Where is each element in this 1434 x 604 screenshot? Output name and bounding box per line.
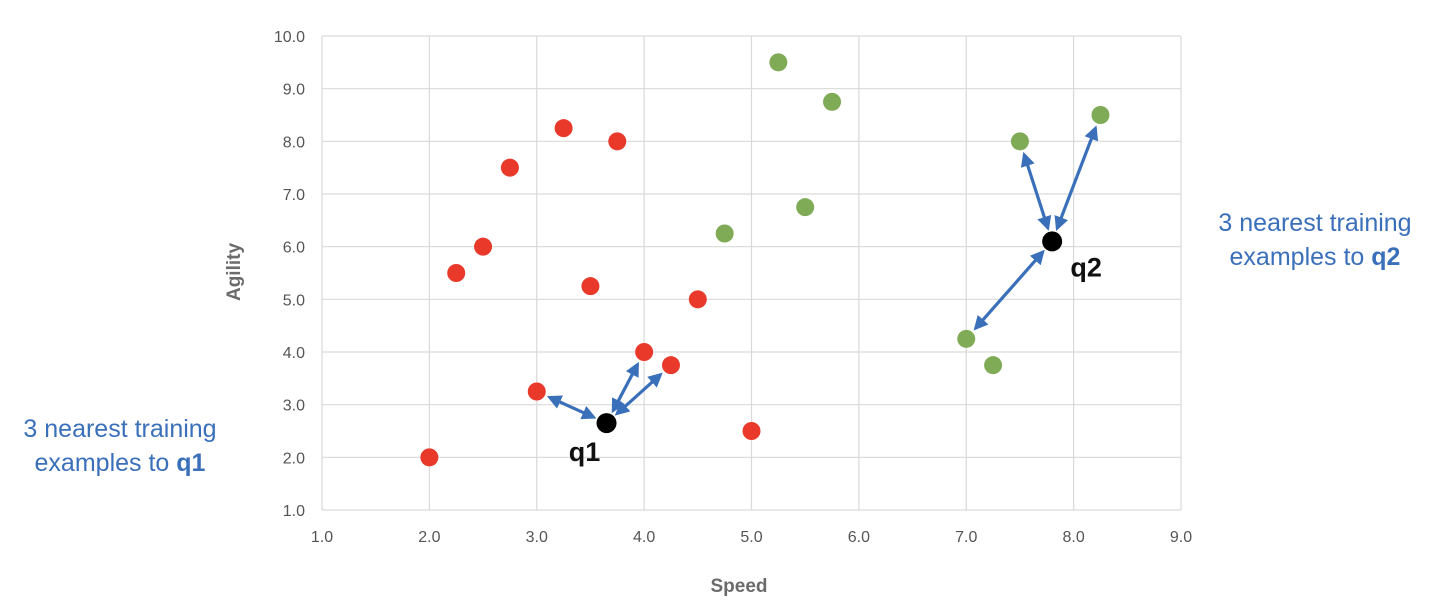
annotation-q1-line1: 3 nearest training <box>23 415 217 443</box>
x-tick-label: 7.0 <box>955 529 977 546</box>
x-tick-label: 1.0 <box>311 529 333 546</box>
y-axis-title: Agility <box>224 243 245 301</box>
y-tick-label: 2.0 <box>283 450 305 467</box>
red-point <box>608 132 627 151</box>
green-point <box>984 356 1003 375</box>
green-point <box>769 53 788 72</box>
red-point <box>635 343 654 361</box>
y-tick-label: 4.0 <box>283 345 305 362</box>
query-label-q1: q1 <box>569 437 601 467</box>
red-point <box>742 422 761 440</box>
neighbor-arrow-q1 <box>546 395 597 420</box>
y-tick-label: 8.0 <box>283 134 305 151</box>
neighbor-arrow-q2 <box>1020 151 1052 231</box>
green-point <box>1010 132 1029 151</box>
y-tick-label: 5.0 <box>283 292 305 309</box>
red-point <box>527 382 546 401</box>
query-point-q1 <box>596 413 617 434</box>
annotation-q2: 3 nearest training examples to q2 <box>1180 206 1434 274</box>
green-point <box>796 198 815 217</box>
annotation-q1-bold: q1 <box>176 449 206 477</box>
x-tick-label: 6.0 <box>848 529 870 546</box>
data-points <box>420 53 1110 467</box>
x-tick-label: 8.0 <box>1063 529 1085 546</box>
y-tick-label: 7.0 <box>283 187 305 204</box>
tick-labels: 1.0 2.0 3.0 4.0 5.0 6.0 7.0 8.0 9.0 1.0 2.0 3.0 4.0 5… <box>274 29 1192 546</box>
neighbor-arrow-q2 <box>1054 125 1099 232</box>
annotation-q2-line2: examples to q2 <box>1180 240 1434 274</box>
x-tick-label: 2.0 <box>418 529 440 546</box>
green-point <box>715 224 734 243</box>
red-point <box>688 290 707 309</box>
x-tick-label: 5.0 <box>740 529 762 546</box>
red-point <box>661 356 680 375</box>
x-tick-label: 3.0 <box>526 529 548 546</box>
red-point <box>500 158 519 177</box>
red-point <box>581 277 600 296</box>
red-point <box>554 119 573 138</box>
red-point <box>447 264 466 282</box>
green-point <box>823 92 842 111</box>
y-tick-label: 9.0 <box>283 82 305 99</box>
query-label-q2: q2 <box>1070 252 1102 282</box>
annotation-q1-line2: examples to q1 <box>0 446 240 480</box>
neighbor-arrows <box>546 125 1099 420</box>
green-point <box>1091 106 1110 124</box>
annotation-q2-prefix: examples to <box>1229 243 1372 271</box>
x-axis-title: Speed <box>710 576 767 597</box>
red-point <box>474 237 493 256</box>
y-tick-label: 3.0 <box>283 398 305 415</box>
annotation-q1: 3 nearest training examples to q1 <box>0 412 240 480</box>
green-point <box>957 329 976 348</box>
x-tick-label: 4.0 <box>633 529 655 546</box>
red-point <box>420 448 439 467</box>
x-tick-label: 9.0 <box>1170 529 1192 546</box>
y-tick-label: 1.0 <box>283 503 305 520</box>
neighbor-arrow-q1 <box>614 372 663 416</box>
neighbor-arrow-q2 <box>973 249 1045 331</box>
query-point-q2 <box>1042 231 1063 252</box>
y-tick-label: 6.0 <box>283 240 305 257</box>
annotation-q2-bold: q2 <box>1371 243 1401 271</box>
neighbor-arrow-q1 <box>611 361 639 414</box>
y-tick-label: 10.0 <box>274 29 305 46</box>
annotation-q2-line1: 3 nearest training <box>1218 209 1412 237</box>
annotation-q1-prefix: examples to <box>34 449 177 477</box>
query-points: q1 q2 <box>569 231 1102 467</box>
